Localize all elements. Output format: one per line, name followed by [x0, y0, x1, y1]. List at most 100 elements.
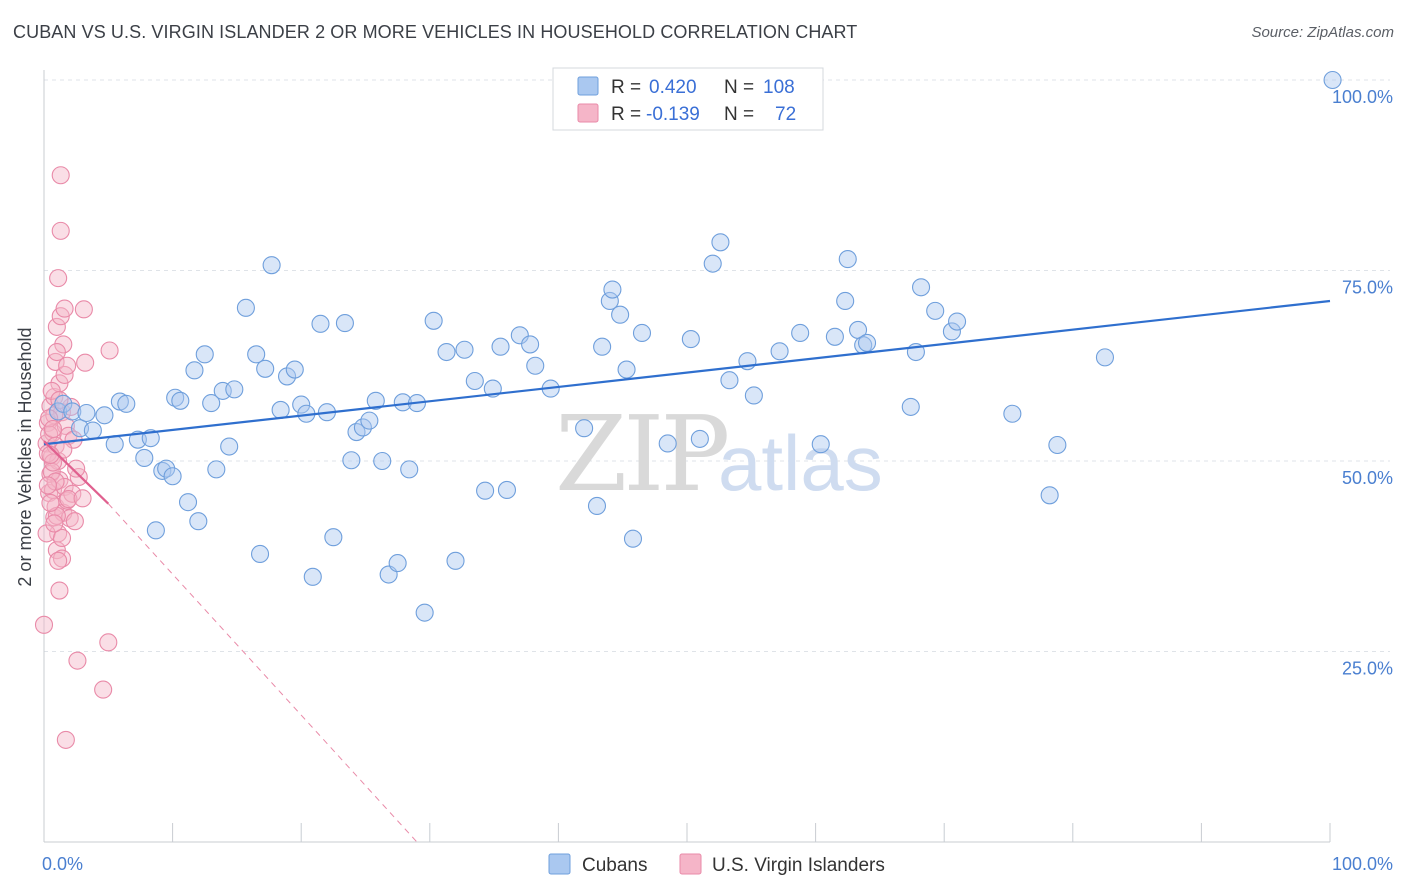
cubans-point-98 [942, 322, 961, 341]
source-credit: Source: ZipAtlas.com [1251, 24, 1394, 41]
cubans-point-36 [292, 395, 311, 414]
cubans-point-4 [77, 403, 96, 423]
cubans-point-85 [770, 342, 789, 361]
cubans-point-52 [400, 460, 419, 479]
cubans-point-20 [185, 361, 204, 380]
x-tick-label-0: 0.0% [42, 854, 83, 874]
cubans-point-73 [611, 305, 630, 324]
cubans-point-23 [202, 394, 221, 413]
cubans-point-48 [373, 451, 392, 471]
cubans-point-5 [83, 421, 102, 440]
y-tick-label-0: 25.0% [1342, 659, 1393, 679]
legend-n-label-1: N = [724, 104, 754, 125]
cubans-point-2 [63, 402, 82, 421]
bottom-legend-label-cubans: Cubans [582, 855, 648, 876]
y-tick-label-2: 75.0% [1342, 278, 1393, 298]
cubans-point-22 [195, 345, 214, 364]
virgin-islanders-point-45 [50, 581, 69, 600]
cubans-point-46 [360, 411, 379, 430]
cubans-point-100 [1003, 404, 1022, 423]
y-tick-label-3: 100.0% [1332, 87, 1393, 107]
cubans-point-96 [912, 278, 931, 297]
cubans-point-17 [166, 388, 185, 407]
cubans-point-104 [1323, 70, 1342, 90]
virgin-islanders-point-53 [49, 551, 68, 570]
cubans-point-32 [262, 256, 281, 275]
cubans-point-28 [236, 298, 255, 317]
virgin-islanders-point-71 [43, 419, 63, 439]
cubans-point-18 [171, 391, 190, 410]
series-us-virgin-islanders [34, 166, 119, 749]
grid-lines [44, 79, 1390, 652]
virgin-islanders-point-65 [74, 300, 93, 319]
cubans-point-27 [225, 380, 244, 399]
cubans-point-89 [836, 291, 855, 311]
cubans-point-30 [250, 544, 270, 564]
cubans-point-82 [720, 371, 739, 390]
bottom-legend-label-virgin-islanders: U.S. Virgin Islanders [712, 855, 885, 876]
watermark-atlas: atlas [718, 419, 883, 507]
cubans-point-101 [1040, 486, 1059, 505]
legend-n-label-0: N = [724, 77, 754, 98]
cubans-point-58 [455, 340, 474, 359]
cubans-point-11 [135, 448, 154, 468]
bottom-legend: Cubans U.S. Virgin Islanders [548, 853, 885, 876]
virgin-islanders-point-64 [73, 489, 92, 508]
cubans-point-94 [901, 397, 920, 416]
cubans-point-9 [117, 394, 136, 413]
legend-swatch-cubans [577, 76, 599, 96]
cubans-point-24 [207, 460, 226, 479]
virgin-islanders-point-50 [58, 356, 77, 375]
cubans-point-15 [157, 459, 176, 478]
cubans-point-16 [163, 467, 182, 486]
virgin-islanders-point-0 [34, 615, 54, 634]
series-cubans [49, 70, 1342, 622]
legend: R = 0.420 N = 108 R = -0.139 N = 72 [552, 67, 824, 131]
cubans-point-13 [146, 521, 165, 540]
legend-n-value-1: 72 [775, 104, 796, 125]
cubans-point-59 [465, 371, 484, 391]
legend-n-value-0: 108 [763, 77, 795, 98]
cubans-point-60 [476, 481, 495, 500]
cubans-point-57 [446, 551, 465, 570]
cubans-point-7 [105, 435, 124, 454]
cubans-point-86 [791, 323, 810, 343]
cubans-point-80 [703, 254, 722, 273]
cubans-trend-line [43, 299, 1331, 446]
x-axis-ticks [172, 823, 1331, 842]
cubans-point-56 [437, 342, 456, 362]
virgin-islanders-point-28 [56, 730, 75, 749]
cubans-point-68 [575, 419, 594, 438]
cubans-point-81 [711, 233, 730, 252]
cubans-point-64 [510, 326, 529, 345]
cubans-point-97 [926, 301, 945, 320]
cubans-point-76 [632, 323, 652, 343]
virgin-islanders-point-49 [55, 299, 74, 318]
cubans-point-71 [600, 291, 619, 311]
virgin-islanders-point-15 [49, 269, 68, 288]
cubans-point-25 [213, 381, 232, 400]
legend-r-label-1: R = [611, 104, 641, 125]
cubans-point-62 [491, 337, 510, 356]
cubans-point-45 [353, 418, 372, 437]
cubans-point-31 [256, 359, 275, 378]
cubans-point-78 [681, 330, 700, 349]
virgin-islanders-point-11 [46, 352, 65, 371]
virgin-islanders-point-66 [76, 353, 95, 372]
bottom-legend-swatch-virgin-islanders [679, 853, 702, 875]
cubans-point-66 [526, 356, 545, 375]
y-axis-label: 2 or more Vehicles in Household [15, 327, 35, 586]
legend-r-value-1: -0.139 [646, 104, 700, 125]
cubans-point-65 [521, 335, 540, 354]
virgin-islanders-point-24 [54, 335, 73, 354]
virgin-islanders-trend-line [43, 440, 110, 505]
legend-swatch-virgin-islanders [577, 103, 599, 123]
watermark: ZIP atlas [555, 393, 883, 515]
cubans-point-6 [95, 406, 114, 425]
cubans-point-43 [342, 451, 361, 470]
cubans-point-84 [744, 386, 763, 405]
cubans-point-103 [1095, 348, 1114, 367]
trend-lines [43, 299, 1331, 843]
virgin-islanders-point-62 [59, 490, 78, 509]
